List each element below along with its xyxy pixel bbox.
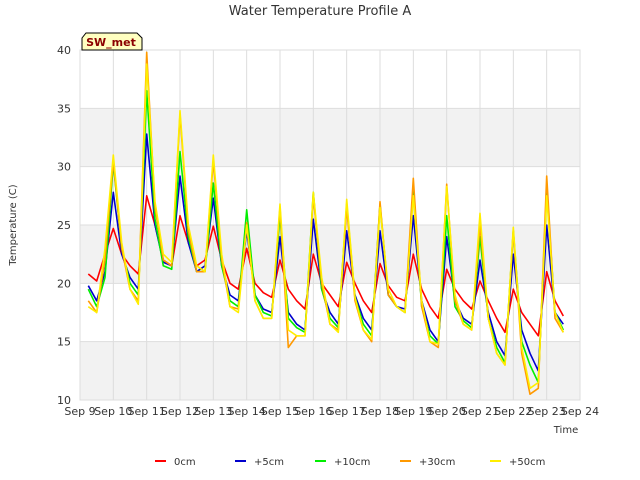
series-line-+50cm: [87, 63, 565, 390]
station-badge-label: SW_met: [86, 36, 136, 49]
chart-title: Water Temperature Profile A: [229, 4, 412, 19]
y-tick-label: 20: [57, 277, 71, 290]
x-tick-label: Sep 13: [194, 405, 232, 418]
legend-label: +5cm: [254, 457, 284, 468]
y-tick-label: 15: [57, 336, 71, 349]
series-lines: [87, 51, 565, 396]
x-tick-label: Sep 22: [494, 405, 532, 418]
legend-label: +10cm: [334, 457, 370, 468]
x-tick-label: Sep 10: [94, 405, 132, 418]
station-badge-box: [81, 32, 143, 51]
y-tick-label: 30: [57, 161, 71, 174]
y-tick-label: 40: [57, 44, 71, 57]
legend-label: +30cm: [419, 457, 455, 468]
y-tick-label: 35: [57, 102, 71, 115]
plot-band: [80, 108, 580, 167]
legend-label: +50cm: [509, 457, 545, 468]
y-axis-ticks: 10 15 20 25 30 35 40: [57, 44, 71, 407]
x-tick-label: Sep 14: [228, 405, 266, 418]
x-axis-label: Time: [553, 425, 578, 436]
grid-lines: [79, 49, 581, 401]
x-tick-label: Sep 9: [64, 405, 95, 418]
x-tick-label: Sep 15: [261, 405, 299, 418]
station-badge: SW_met: [81, 32, 143, 51]
legend: 0cm +5cm +10cm +30cm +50cm: [155, 457, 545, 468]
x-tick-label: Sep 23: [528, 405, 566, 418]
x-tick-label: Sep 11: [128, 405, 166, 418]
x-tick-label: Sep 18: [361, 405, 399, 418]
legend-label: 0cm: [174, 457, 196, 468]
x-tick-label: Sep 20: [428, 405, 466, 418]
x-tick-label: Sep 16: [294, 405, 332, 418]
y-tick-label: 25: [57, 219, 71, 232]
x-tick-label: Sep 12: [161, 405, 199, 418]
x-tick-label: Sep 24: [561, 405, 599, 418]
x-tick-label: Sep 19: [394, 405, 432, 418]
y-axis-label: Temperature (C): [8, 184, 19, 266]
y-tick-label: 10: [57, 394, 71, 407]
x-tick-label: Sep 21: [461, 405, 499, 418]
plot-band: [80, 225, 580, 284]
x-tick-label: Sep 17: [328, 405, 366, 418]
